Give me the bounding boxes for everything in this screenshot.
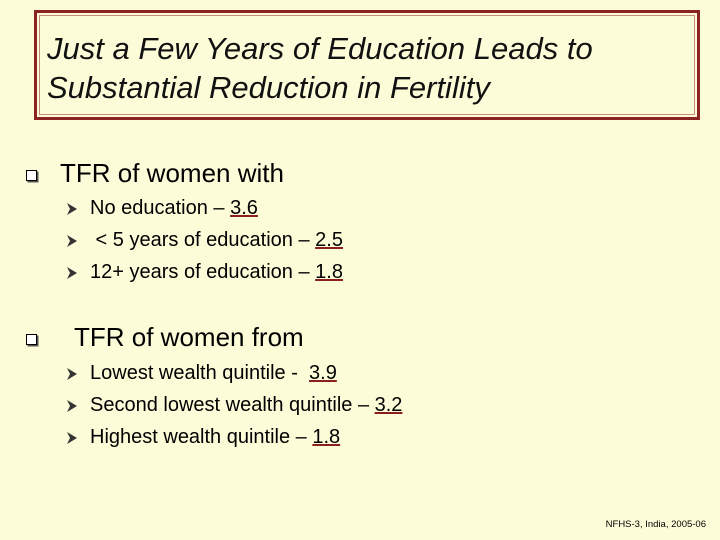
arrow-bullet-icon [67,400,77,412]
item-value: 1.8 [312,426,341,448]
arrow-bullet-icon [67,203,77,215]
arrow-bullet-icon [67,267,77,279]
item-value: 1.8 [315,261,343,283]
list-item: Lowest wealth quintile - 3.9 [90,362,337,385]
square-bullet-icon [26,334,37,345]
list-item: Highest wealth quintile – 1.8 [90,426,340,449]
source-note: NFHS-3, India, 2005-06 [605,519,706,530]
title-frame: Just a Few Years of Education Leads to S… [34,10,700,120]
section-heading: TFR of women with [60,158,284,188]
arrow-bullet-icon [67,432,77,444]
arrow-bullet-icon [67,368,77,380]
item-value: 3.9 [309,362,337,384]
item-value: 3.6 [230,197,258,219]
item-label: < 5 years of education – [90,229,316,251]
list-item: Second lowest wealth quintile – 3.2 [90,394,402,417]
slide-title: Just a Few Years of Education Leads to S… [47,31,593,105]
item-label: Lowest wealth quintile - [90,362,310,384]
item-value: 2.5 [315,229,343,251]
list-item: 12+ years of education – 1.8 [90,261,343,284]
list-item: No education – 3.6 [90,197,258,220]
item-value: 3.2 [374,394,403,416]
item-label: Highest wealth quintile – [90,426,313,448]
square-bullet-icon [26,170,37,181]
item-label: 12+ years of education – [90,261,316,283]
item-label: No education – [90,197,231,219]
item-label: Second lowest wealth quintile – [90,394,375,416]
section-heading: TFR of women from [74,322,304,352]
arrow-bullet-icon [67,235,77,247]
list-item: < 5 years of education – 2.5 [90,229,343,252]
